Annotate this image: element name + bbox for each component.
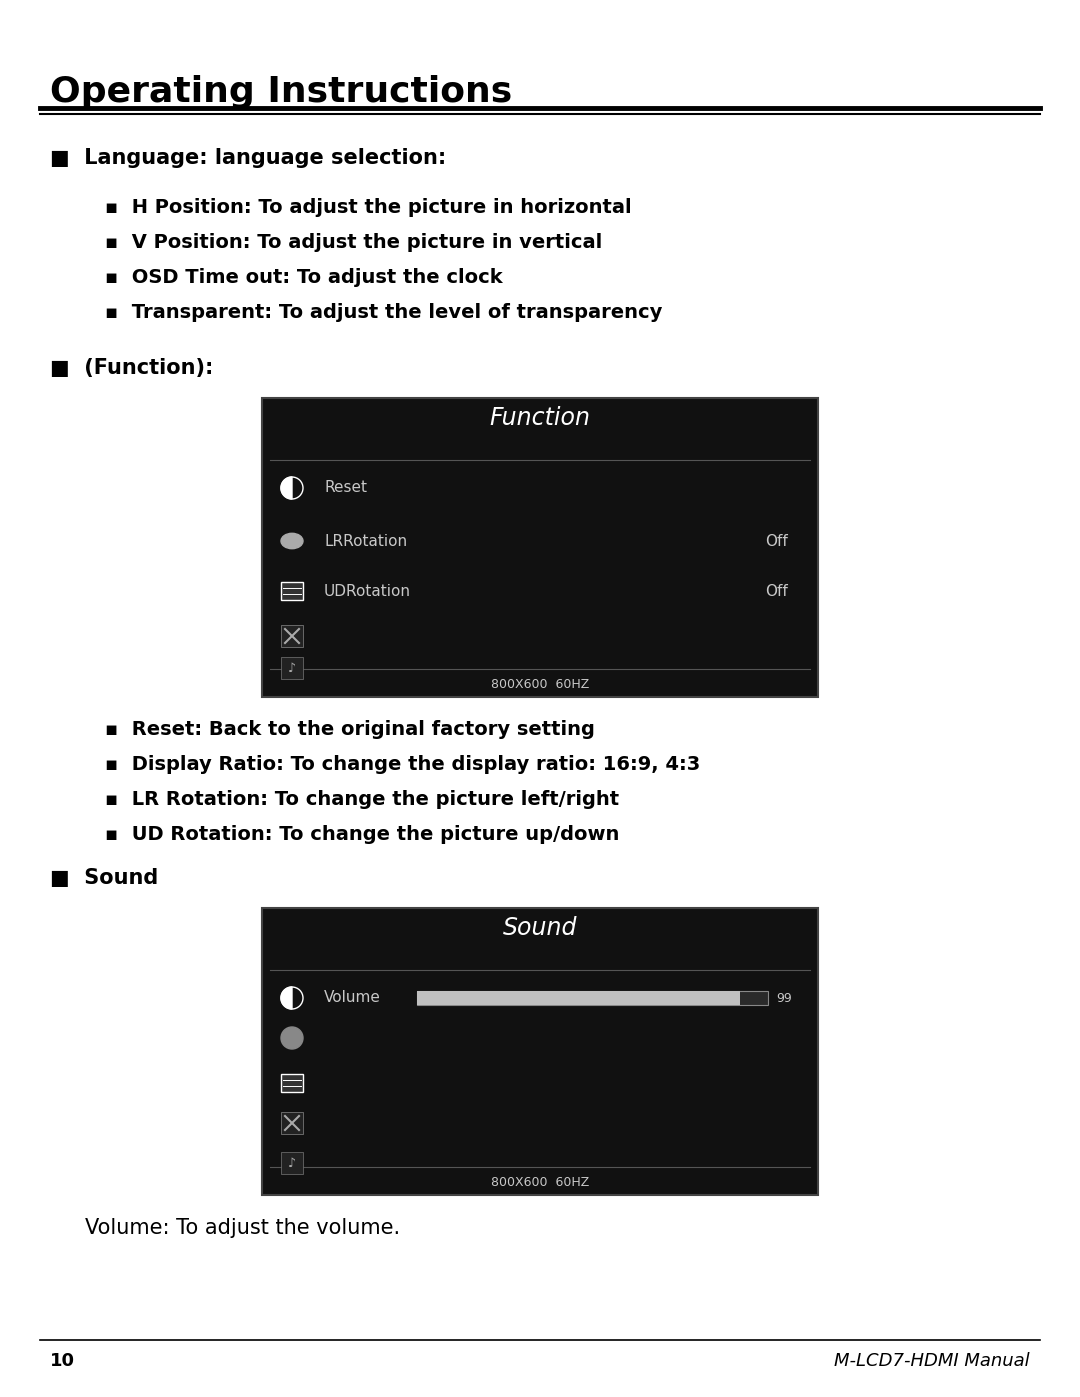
Bar — [417, 990, 768, 1004]
Text: 10: 10 — [50, 1352, 75, 1370]
Text: ♪: ♪ — [288, 1157, 296, 1169]
Text: Off: Off — [766, 534, 788, 549]
Text: ▪  LR Rotation: To change the picture left/right: ▪ LR Rotation: To change the picture lef… — [105, 789, 619, 809]
Text: ♪: ♪ — [288, 662, 296, 675]
Text: ▪  H Position: To adjust the picture in horizontal: ▪ H Position: To adjust the picture in h… — [105, 198, 632, 217]
Text: ▪  Display Ratio: To change the display ratio: 16:9, 4:3: ▪ Display Ratio: To change the display r… — [105, 754, 700, 774]
Wedge shape — [281, 476, 292, 499]
FancyBboxPatch shape — [281, 624, 303, 647]
Text: ■  Sound: ■ Sound — [50, 868, 159, 888]
Text: ▪  Reset: Back to the original factory setting: ▪ Reset: Back to the original factory se… — [105, 719, 595, 739]
Text: ■  Language: language selection:: ■ Language: language selection: — [50, 148, 446, 168]
Text: LRRotation: LRRotation — [324, 534, 407, 549]
Text: 99: 99 — [777, 992, 792, 1004]
Text: UDRotation: UDRotation — [324, 584, 411, 598]
Text: ■  (Function):: ■ (Function): — [50, 358, 214, 379]
Text: Sound: Sound — [503, 916, 577, 940]
Text: ▪  OSD Time out: To adjust the clock: ▪ OSD Time out: To adjust the clock — [105, 268, 502, 286]
Text: Reset: Reset — [324, 481, 367, 496]
Text: 800X600  60HZ: 800X600 60HZ — [491, 679, 589, 692]
Bar — [262, 398, 818, 697]
Text: ▪  Transparent: To adjust the level of transparency: ▪ Transparent: To adjust the level of tr… — [105, 303, 662, 321]
Text: Off: Off — [766, 584, 788, 598]
Text: ▪  V Position: To adjust the picture in vertical: ▪ V Position: To adjust the picture in v… — [105, 233, 603, 251]
FancyBboxPatch shape — [281, 1112, 303, 1134]
Circle shape — [281, 1027, 303, 1049]
FancyBboxPatch shape — [281, 657, 303, 679]
Text: ▪  UD Rotation: To change the picture up/down: ▪ UD Rotation: To change the picture up/… — [105, 826, 619, 844]
Wedge shape — [281, 988, 292, 1009]
Text: 800X600  60HZ: 800X600 60HZ — [491, 1176, 589, 1189]
FancyBboxPatch shape — [281, 1153, 303, 1173]
Bar — [262, 908, 818, 1194]
Bar — [417, 990, 740, 1004]
FancyBboxPatch shape — [281, 583, 303, 599]
Text: Function: Function — [489, 407, 591, 430]
Text: Volume: To adjust the volume.: Volume: To adjust the volume. — [85, 1218, 400, 1238]
Text: Operating Instructions: Operating Instructions — [50, 75, 512, 109]
Text: Volume: Volume — [324, 990, 381, 1006]
Text: M-LCD7-HDMI Manual: M-LCD7-HDMI Manual — [835, 1352, 1030, 1370]
Ellipse shape — [281, 534, 303, 549]
FancyBboxPatch shape — [281, 1074, 303, 1092]
